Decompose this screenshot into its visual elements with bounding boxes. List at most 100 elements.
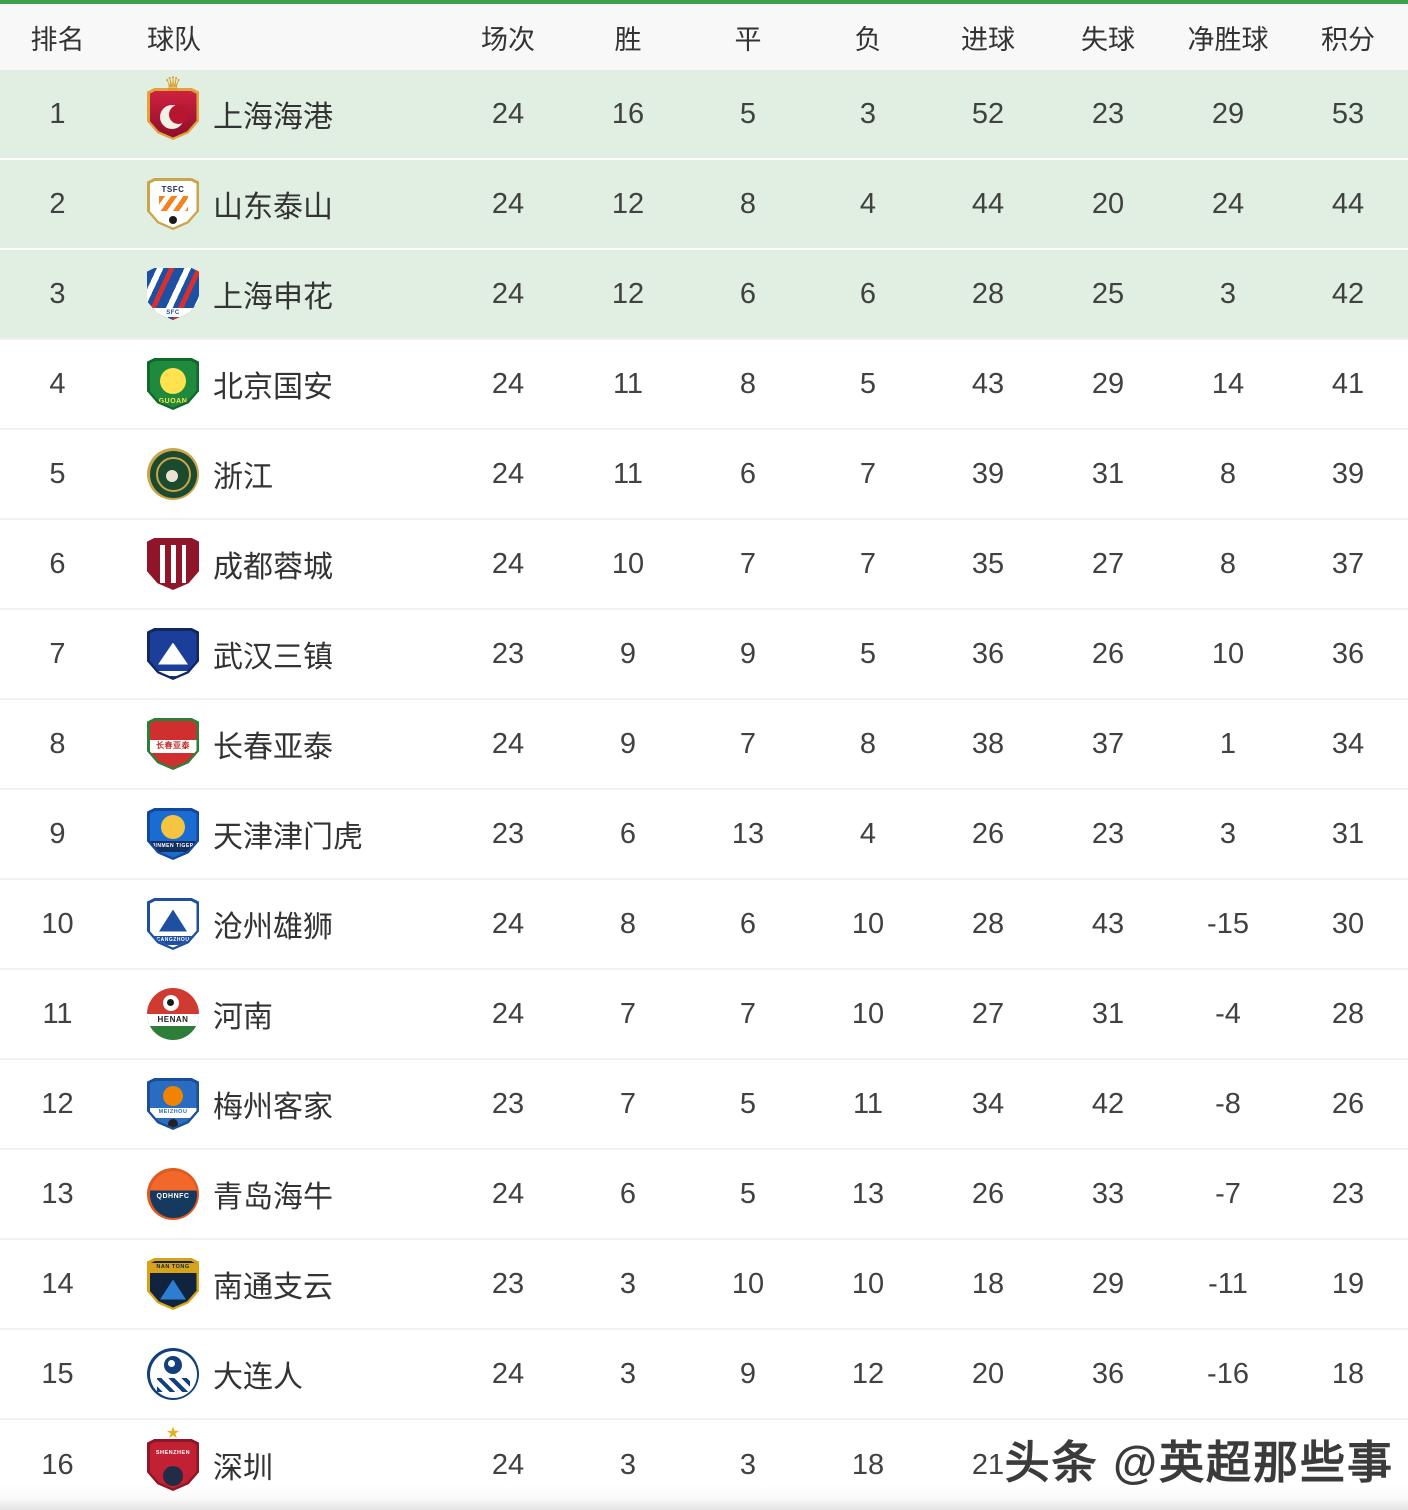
cell-rank: 13 xyxy=(41,1177,74,1210)
cell-points: 42 xyxy=(1331,277,1365,310)
cell-rank: 9 xyxy=(49,817,66,850)
table-row[interactable]: 15 大连人 24 3 9 12 20 36 -16 18 xyxy=(0,1330,1408,1420)
table-row[interactable]: 8 长春亚泰 长春亚泰 24 9 7 8 38 37 1 34 xyxy=(0,700,1408,790)
table-row[interactable]: 11 HENAN 河南 24 7 7 10 27 31 -4 28 xyxy=(0,970,1408,1060)
cell-rank: 1 xyxy=(49,97,66,130)
cell-goals_for: 38 xyxy=(971,727,1005,760)
cell-played: 24 xyxy=(491,727,525,760)
cell-team: JINMEN TIGER 天津津门虎 xyxy=(115,808,448,860)
logo-band: 长春亚泰 xyxy=(149,739,197,753)
table-row[interactable]: 12 MEIZHOU 梅州客家 23 7 5 11 34 42 -8 26 xyxy=(0,1060,1408,1150)
cell-played: 24 xyxy=(491,547,525,580)
cell-goals_for: 28 xyxy=(971,907,1005,940)
cell-won: 3 xyxy=(619,1357,637,1390)
table-row[interactable]: 2 TSFC 山东泰山 24 12 8 4 44 20 24 44 xyxy=(0,160,1408,250)
logo-wuhan-three-towns xyxy=(147,628,199,680)
header-cell-goals_for: 进球 xyxy=(961,24,1015,55)
cell-goal_diff: -15 xyxy=(1207,907,1249,940)
cell-goals_against: 23 xyxy=(1091,97,1125,130)
cell-goal_diff: -8 xyxy=(1215,1087,1241,1120)
header-cell-lost: 负 xyxy=(854,24,882,55)
cell-drawn: 9 xyxy=(739,637,757,670)
cell-played: 24 xyxy=(491,1177,525,1210)
cell-drawn: 13 xyxy=(731,817,765,850)
cell-rank: 2 xyxy=(49,187,66,220)
table-row[interactable]: 9 JINMEN TIGER 天津津门虎 23 6 13 4 26 23 3 31 xyxy=(0,790,1408,880)
cell-goals_for: 43 xyxy=(971,367,1005,400)
cell-goals_for: 52 xyxy=(971,97,1005,130)
logo-beijing-guoan: GUOAN xyxy=(147,358,199,410)
cell-drawn: 8 xyxy=(739,367,757,400)
table-row[interactable]: 4 GUOAN 北京国安 24 11 8 5 43 29 14 41 xyxy=(0,340,1408,430)
header-cell-goal_diff: 净胜球 xyxy=(1187,24,1269,55)
cell-lost: 6 xyxy=(859,277,877,310)
header-cell-played: 场次 xyxy=(481,24,535,55)
cell-goals_against: 29 xyxy=(1091,367,1125,400)
cell-rank: 14 xyxy=(41,1267,74,1300)
table-row[interactable]: 5 浙江 24 11 6 7 39 31 8 39 xyxy=(0,430,1408,520)
cell-goal_diff: 14 xyxy=(1211,367,1245,400)
logo-shenzhen: SHENZHEN ★ xyxy=(147,1426,199,1491)
cell-played: 24 xyxy=(491,457,525,490)
cell-played: 24 xyxy=(491,1448,525,1481)
cell-points: 30 xyxy=(1331,907,1365,940)
table-header-row: 排名 球队 场次 胜 平 负 进球 失球 净胜球 积分 xyxy=(0,4,1408,70)
bottom-edge-shadow xyxy=(0,1500,1408,1510)
cell-drawn: 7 xyxy=(739,547,757,580)
cell-won: 7 xyxy=(619,997,637,1030)
watermark: 头条 @英超那些事 xyxy=(1004,1437,1394,1488)
cell-points: 18 xyxy=(1331,1357,1365,1390)
cell-goal_diff: 8 xyxy=(1219,457,1237,490)
cell-goals_against: 27 xyxy=(1091,547,1125,580)
cell-lost: 5 xyxy=(859,637,877,670)
cell-lost: 12 xyxy=(851,1357,885,1390)
team-name: 梅州客家 xyxy=(213,1091,333,1124)
cell-goal_diff: -11 xyxy=(1208,1267,1248,1300)
cell-goals_for: 27 xyxy=(971,997,1005,1030)
table-row[interactable]: 1 ♛ 上海海港 24 16 5 3 52 23 29 53 xyxy=(0,70,1408,160)
cell-rank: 10 xyxy=(41,907,74,940)
cell-team: 武汉三镇 xyxy=(115,628,448,680)
cell-team: SFC 上海申花 xyxy=(115,268,448,320)
cell-won: 9 xyxy=(619,727,637,760)
cell-drawn: 5 xyxy=(739,1177,757,1210)
star-icon: ★ xyxy=(165,1425,181,1442)
logo-band: CANGZHOU xyxy=(149,935,197,945)
cell-drawn: 3 xyxy=(739,1448,757,1481)
cell-team: 长春亚泰 长春亚泰 xyxy=(115,718,448,770)
cell-drawn: 6 xyxy=(739,457,757,490)
header-cell-drawn: 平 xyxy=(734,24,762,55)
cell-rank: 16 xyxy=(41,1448,74,1481)
cell-team: 大连人 xyxy=(115,1348,448,1400)
cell-played: 24 xyxy=(491,277,525,310)
cell-won: 10 xyxy=(611,547,645,580)
table-row[interactable]: 3 SFC 上海申花 24 12 6 6 28 25 3 42 xyxy=(0,250,1408,340)
table-row[interactable]: 6 成都蓉城 24 10 7 7 35 27 8 37 xyxy=(0,520,1408,610)
table-row[interactable]: 10 CANGZHOU 沧州雄狮 24 8 6 10 28 43 -15 30 xyxy=(0,880,1408,970)
cell-team: ♛ 上海海港 xyxy=(115,75,448,140)
cell-team: TSFC 山东泰山 xyxy=(115,178,448,230)
cell-goal_diff: -16 xyxy=(1207,1357,1249,1390)
table-row[interactable]: 13 QDHNFC 青岛海牛 24 6 5 13 26 33 -7 23 xyxy=(0,1150,1408,1240)
cell-lost: 3 xyxy=(859,97,877,130)
cell-won: 6 xyxy=(619,817,637,850)
table-row[interactable]: 14 NAN TONG 南通支云 23 3 10 10 18 29 -11 19 xyxy=(0,1240,1408,1330)
logo-changchun-yatai: 长春亚泰 xyxy=(147,718,199,770)
cell-goals_against: 26 xyxy=(1091,637,1125,670)
cell-lost: 10 xyxy=(851,907,885,940)
cell-played: 23 xyxy=(491,817,525,850)
team-name: 北京国安 xyxy=(213,371,333,404)
cell-lost: 5 xyxy=(859,367,877,400)
cell-won: 12 xyxy=(611,187,645,220)
cell-goal_diff: 29 xyxy=(1211,97,1245,130)
logo-henan: HENAN xyxy=(147,988,199,1040)
cell-points: 34 xyxy=(1331,727,1365,760)
team-name: 河南 xyxy=(213,1001,273,1034)
cell-points: 41 xyxy=(1331,367,1365,400)
cell-played: 23 xyxy=(491,1087,525,1120)
table-row[interactable]: 16 SHENZHEN ★ 深圳 24 3 3 18 21 xyxy=(0,1420,1408,1510)
table-body: 1 ♛ 上海海港 24 16 5 3 52 23 29 53 2 TSFC 山东泰山 24 12 8 4 44 20 2… xyxy=(0,70,1408,1510)
cell-team: 成都蓉城 xyxy=(115,538,448,590)
cell-lost: 13 xyxy=(851,1177,885,1210)
table-row[interactable]: 7 武汉三镇 23 9 9 5 36 26 10 36 xyxy=(0,610,1408,700)
